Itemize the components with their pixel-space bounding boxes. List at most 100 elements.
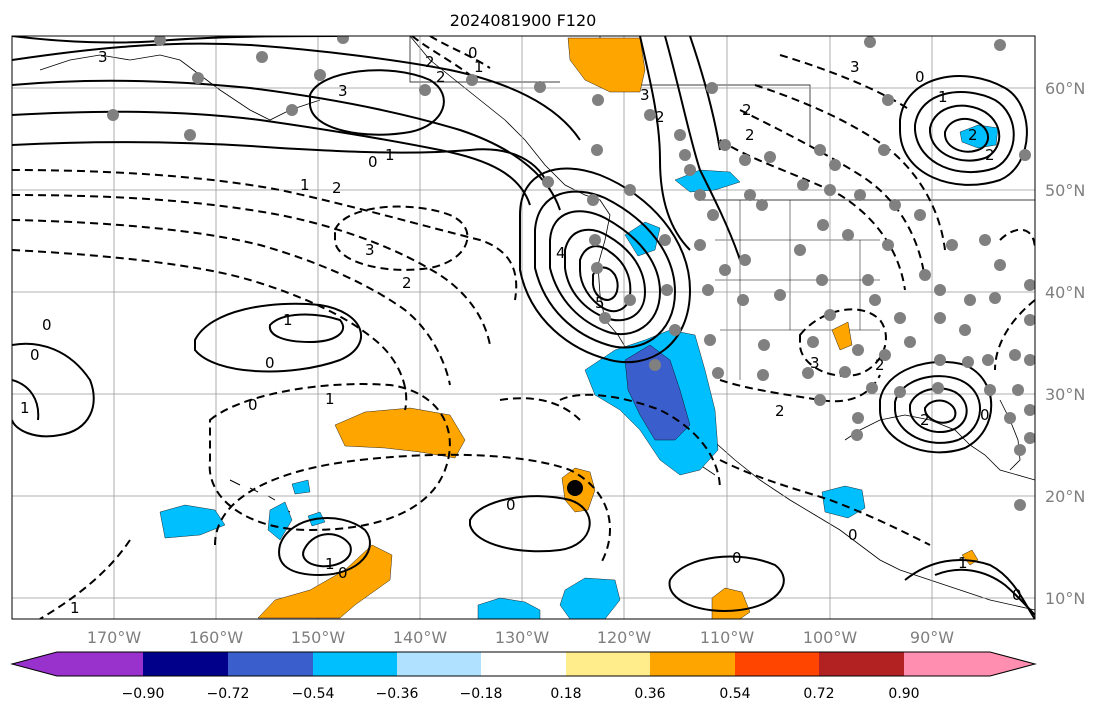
contour-zero-west xyxy=(12,379,40,421)
lat-label: 50°N xyxy=(1045,181,1085,200)
longitude-labels: 170°W 160°W 150°W 140°W 130°W 120°W 110°… xyxy=(87,628,954,647)
dashed-trough-2 xyxy=(12,194,491,346)
dashed-trough-1 xyxy=(12,169,518,301)
colorbar-segment xyxy=(143,652,228,676)
contour-label: 1 xyxy=(958,554,968,572)
colorbar-segment xyxy=(481,652,566,676)
colorbar-segment xyxy=(313,652,397,676)
contour-label: 3 xyxy=(98,48,108,66)
lat-label: 10°N xyxy=(1045,589,1085,608)
colorbar-segment xyxy=(650,652,735,676)
colorbar-segment-min-extend xyxy=(12,652,57,676)
latitude-labels: 60°N 50°N 40°N 30°N 20°N 10°N xyxy=(1045,79,1085,608)
anomaly-orange-texas xyxy=(831,321,853,351)
contour-high-gulf-4 xyxy=(924,399,957,424)
colorbar xyxy=(10,651,1037,677)
map-border xyxy=(11,35,1036,620)
contour-label: 1 xyxy=(70,599,80,617)
contour-high-gulf-3 xyxy=(909,387,968,433)
contour-label: 0 xyxy=(915,68,925,86)
colorbar-segment xyxy=(904,652,990,676)
contour-label: 0 xyxy=(338,564,348,582)
contour-label: 0 xyxy=(368,153,378,171)
dashed-us-trough-4 xyxy=(779,54,911,111)
contour-high-hawaii xyxy=(278,517,371,577)
contour-high-central-am xyxy=(668,555,785,612)
contour-label: 0 xyxy=(468,44,478,62)
contour-label: 0 xyxy=(980,406,990,424)
colorbar-tick-label: −0.18 xyxy=(460,686,503,702)
colorbar-tick-label: 0.36 xyxy=(634,686,665,702)
dashed-pacific-middle xyxy=(499,397,581,421)
lon-label: 130°W xyxy=(495,628,550,647)
dashed-us-trough-1 xyxy=(719,139,906,291)
contour-label: 0 xyxy=(1012,586,1022,604)
contour-label: 3 xyxy=(850,58,860,76)
colorbar-segment xyxy=(735,652,819,676)
contour-high-hawaii-inner xyxy=(302,533,352,568)
forecast-position-marker xyxy=(567,480,583,496)
contour-label: 2 xyxy=(742,101,752,119)
colorbar-tick-label: −0.90 xyxy=(122,686,165,702)
contour-label: 1 xyxy=(300,176,310,194)
contour-label: 2 xyxy=(425,53,435,71)
map-title: 2024081900 F120 xyxy=(450,11,597,30)
colorbar-segment xyxy=(57,652,143,676)
contour-high-east-canada-4 xyxy=(944,117,989,153)
colorbar-outline xyxy=(10,651,1037,677)
colorbar-tick-label: −0.36 xyxy=(376,686,419,702)
contour-high-gulf-2 xyxy=(894,375,981,444)
contour-label: 2 xyxy=(655,108,665,126)
contour-label: 0 xyxy=(30,346,40,364)
colorbar-segment xyxy=(397,652,481,676)
contour-label: 0 xyxy=(848,526,858,544)
contour-label: 5 xyxy=(595,294,605,312)
dashed-atlantic xyxy=(994,299,1035,371)
contour-label: 1 xyxy=(474,58,484,76)
dashed-trough-4 xyxy=(12,249,408,411)
contour-high-gulf xyxy=(879,360,993,454)
lon-label: 90°W xyxy=(910,628,954,647)
colorbar-segment-max-extend xyxy=(990,652,1035,676)
contour-label: 0 xyxy=(248,396,258,414)
contour-label: 3 xyxy=(365,241,375,259)
contour-label: 3 xyxy=(640,86,650,104)
dashed-low-3 xyxy=(334,205,469,271)
contour-high-east-canada-3 xyxy=(929,104,1001,162)
colorbar-tick-label: −0.54 xyxy=(292,686,335,702)
anomaly-blue-hawaii-small xyxy=(291,479,311,495)
dashed-northwest-pacific xyxy=(411,36,491,76)
contour-label: 1 xyxy=(385,146,395,164)
contour-high-east-canada xyxy=(899,75,1028,186)
contour-label: 2 xyxy=(985,146,995,164)
contour-label: 2 xyxy=(775,402,785,420)
contour-label: 1 xyxy=(283,311,293,329)
anomaly-blue-canada-east xyxy=(959,124,999,149)
lat-label: 30°N xyxy=(1045,385,1085,404)
contour-label: 0 xyxy=(42,316,52,334)
dashed-trough-3 xyxy=(12,219,451,386)
colorbar-tick-label: 0.54 xyxy=(719,686,750,702)
contour-west-zero xyxy=(12,342,95,438)
station-dots xyxy=(107,36,1035,511)
dashed-great-plains xyxy=(719,374,881,403)
lon-label: 170°W xyxy=(87,628,142,647)
contour-low-pnw-outer xyxy=(519,167,692,364)
contour-north-pacific-2 xyxy=(12,79,561,211)
colorbar-segment xyxy=(228,652,313,676)
lat-label: 20°N xyxy=(1045,487,1085,506)
colorbar-tick-label: 0.72 xyxy=(803,686,834,702)
contour-labels: 3 2 2 1 0 3 0 1 1 2 2 2 3 2 3 0 1 2 2 3 … xyxy=(20,44,1022,617)
gulf-coast xyxy=(844,414,1035,481)
contour-label: 2 xyxy=(920,411,930,429)
lon-label: 100°W xyxy=(803,628,858,647)
colorbar-tick-label: 0.18 xyxy=(550,686,581,702)
dashed-east-low xyxy=(999,228,1035,251)
colorbar-tick-label: −0.72 xyxy=(207,686,250,702)
lon-label: 160°W xyxy=(189,628,244,647)
contour-high-pacific-1 xyxy=(194,302,362,373)
contour-high-aleutian xyxy=(309,69,445,136)
anomaly-blue-hawaii-mid xyxy=(267,501,293,541)
anomaly-blue-south-2 xyxy=(559,577,621,619)
contour-label: 2 xyxy=(436,68,446,86)
